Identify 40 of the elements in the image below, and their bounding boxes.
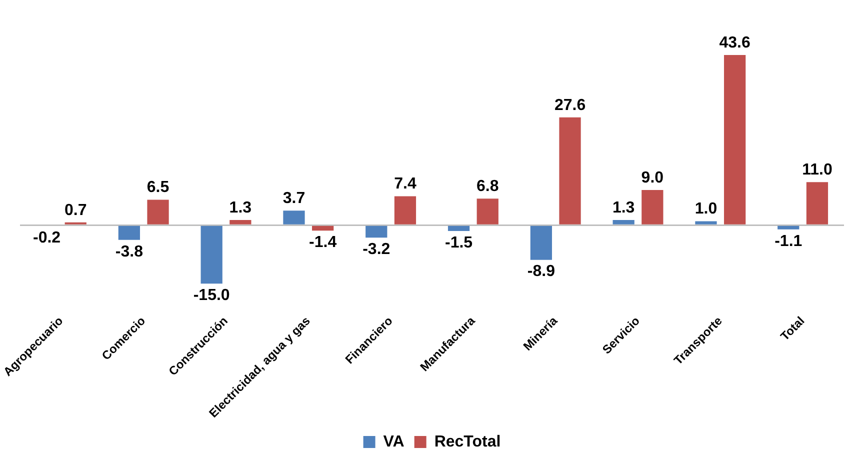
data-label: 27.6 — [554, 96, 586, 114]
bar — [366, 226, 388, 238]
data-label: -15.0 — [193, 287, 230, 304]
data-label: -1.1 — [774, 232, 802, 250]
data-label: 6.5 — [146, 179, 170, 196]
bar — [642, 190, 664, 224]
bar — [476, 198, 498, 224]
data-label: -1.4 — [309, 234, 337, 251]
bar — [806, 182, 828, 224]
data-label: 1.3 — [229, 199, 252, 216]
data-label: 11.0 — [802, 162, 832, 179]
data-label: 6.8 — [476, 178, 499, 195]
bar — [448, 226, 470, 231]
data-label: 1.0 — [694, 200, 718, 218]
bar — [147, 200, 169, 224]
bar — [559, 117, 581, 224]
data-label: -3.8 — [115, 243, 144, 260]
bar — [778, 226, 800, 230]
bar — [312, 226, 334, 231]
bar — [230, 220, 252, 224]
data-label: 3.7 — [282, 190, 306, 208]
data-label: -0.2 — [32, 229, 61, 246]
data-label: 9.0 — [641, 169, 664, 186]
bar — [695, 221, 717, 224]
bar — [530, 226, 552, 260]
legend-label: VA — [383, 433, 405, 450]
bar — [283, 210, 305, 224]
data-label: 7.4 — [394, 176, 416, 193]
data-label: 0.7 — [64, 202, 87, 219]
bar — [394, 196, 416, 224]
data-label: 1.3 — [612, 199, 635, 216]
bar — [724, 54, 746, 224]
data-label: -8.9 — [527, 263, 556, 280]
bar — [118, 226, 140, 240]
bar — [612, 220, 634, 224]
data-label: -3.2 — [362, 240, 390, 258]
data-label: 43.6 — [719, 34, 750, 52]
bar — [200, 226, 222, 284]
data-label: -1.5 — [444, 234, 473, 252]
legend-label: RecTotal — [434, 433, 501, 450]
